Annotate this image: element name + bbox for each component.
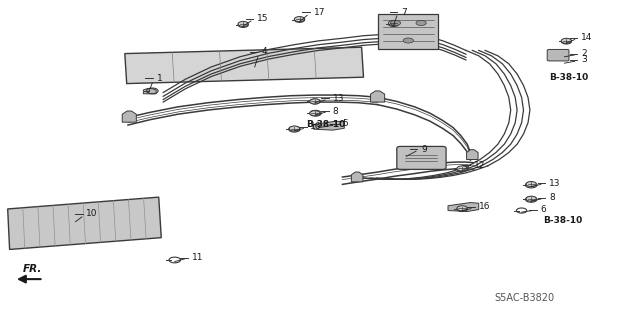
Text: 3: 3	[581, 56, 587, 64]
Text: 8: 8	[333, 107, 339, 115]
Text: 17: 17	[314, 8, 325, 17]
Circle shape	[310, 111, 320, 116]
Polygon shape	[8, 197, 161, 249]
Polygon shape	[448, 203, 479, 211]
Text: FR.: FR.	[22, 264, 42, 274]
Text: 1: 1	[157, 74, 163, 83]
Polygon shape	[371, 91, 385, 102]
Text: B-38-10: B-38-10	[549, 73, 588, 82]
Text: 13: 13	[333, 94, 344, 103]
FancyBboxPatch shape	[547, 49, 569, 61]
Text: 16: 16	[479, 202, 490, 211]
Circle shape	[388, 20, 399, 26]
Text: 4: 4	[261, 48, 267, 56]
Polygon shape	[314, 121, 344, 130]
Text: 12: 12	[474, 161, 485, 170]
Text: 6: 6	[541, 205, 547, 214]
Text: S5AC-B3820: S5AC-B3820	[495, 293, 555, 303]
Circle shape	[457, 206, 467, 211]
Text: 15: 15	[257, 14, 269, 23]
FancyBboxPatch shape	[397, 146, 446, 169]
Text: 8: 8	[549, 193, 555, 202]
Circle shape	[390, 20, 401, 26]
Circle shape	[561, 38, 572, 43]
Circle shape	[289, 126, 300, 131]
Polygon shape	[143, 88, 156, 94]
Polygon shape	[351, 172, 363, 182]
Text: B-38-10: B-38-10	[543, 216, 582, 225]
Circle shape	[238, 21, 248, 26]
FancyBboxPatch shape	[378, 14, 438, 49]
Circle shape	[294, 17, 305, 22]
Text: 9: 9	[421, 145, 427, 154]
Text: 13: 13	[549, 179, 561, 188]
Circle shape	[526, 182, 536, 187]
Polygon shape	[122, 111, 136, 122]
Polygon shape	[125, 47, 364, 84]
Polygon shape	[467, 150, 478, 160]
Text: 2: 2	[581, 49, 587, 58]
Text: 14: 14	[581, 33, 593, 42]
Circle shape	[526, 196, 536, 201]
Text: 5: 5	[342, 119, 348, 128]
Circle shape	[457, 166, 467, 171]
Text: 7: 7	[401, 8, 407, 17]
Text: 11: 11	[192, 253, 204, 262]
Circle shape	[416, 20, 426, 26]
Circle shape	[310, 99, 320, 104]
Circle shape	[403, 38, 413, 43]
Text: 16: 16	[310, 122, 322, 131]
Text: 10: 10	[86, 209, 98, 218]
Text: B-38-10: B-38-10	[306, 120, 345, 129]
